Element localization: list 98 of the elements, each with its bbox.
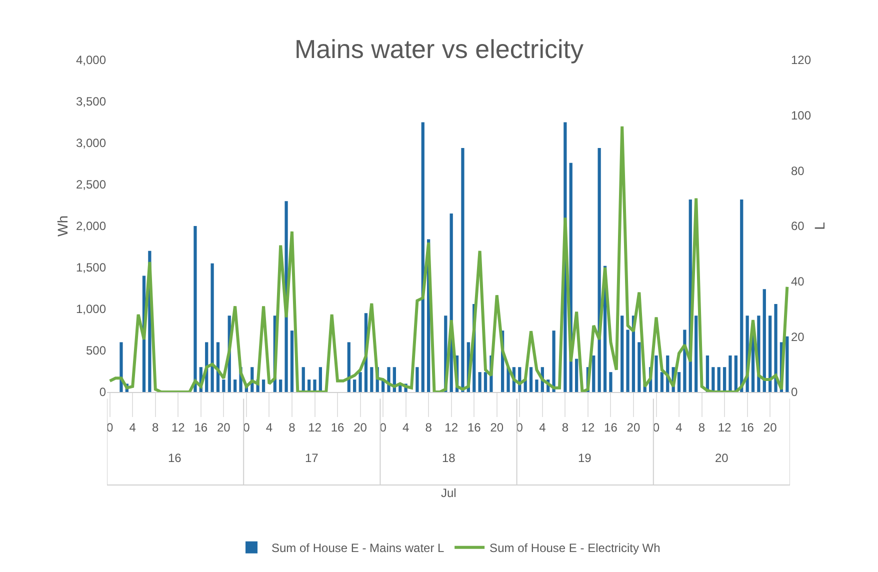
y2-tick-label: 80 — [791, 164, 805, 178]
x-tick-label: 12 — [581, 420, 595, 434]
y2-tick-label: 120 — [791, 53, 812, 68]
text: 19 — [578, 451, 592, 465]
bar — [222, 380, 226, 392]
bar — [712, 367, 715, 392]
y2-tick-label: 40 — [791, 274, 805, 289]
text: Jul — [441, 486, 456, 500]
y2-tick-label: 60 — [791, 219, 805, 234]
bar — [358, 372, 362, 392]
x-tick-label: 16 — [194, 420, 208, 434]
x-tick-label: 20 — [763, 420, 778, 434]
y-tick-label: 0 — [99, 385, 106, 400]
bar — [535, 380, 538, 392]
bar — [762, 289, 766, 392]
bar — [290, 330, 294, 392]
x-tick-label: 12 — [444, 420, 458, 434]
legend-label: Sum of House E - Mains water L — [272, 541, 445, 556]
x-tick-label: 16 — [467, 420, 482, 434]
bar — [575, 358, 578, 392]
x-tick-label: 8 — [698, 420, 706, 434]
bar — [722, 367, 726, 392]
bar — [478, 372, 482, 392]
bar — [740, 199, 744, 392]
bar — [774, 304, 778, 392]
bar — [347, 342, 350, 392]
text: 18 — [442, 451, 456, 465]
y2-axis-title: L — [812, 222, 828, 230]
x-tick-label: 16 — [604, 420, 618, 434]
bar — [768, 316, 772, 392]
bar — [620, 316, 624, 392]
x-tick-label: 8 — [425, 420, 432, 434]
x-tick-label: 0 — [516, 420, 524, 434]
bar — [318, 367, 322, 392]
text: 17 — [305, 451, 319, 465]
bar — [786, 336, 789, 392]
chart-title: Mains water vs electricity — [294, 34, 584, 64]
y2-tick-label: 0 — [791, 385, 798, 400]
x-tick-label: 4 — [129, 420, 136, 434]
bar — [262, 380, 266, 392]
y2-tick-label: 20 — [791, 330, 805, 344]
bar — [416, 367, 419, 392]
bar — [279, 380, 282, 392]
x-tick-label: 4 — [539, 420, 546, 434]
x-tick-label: 0 — [652, 420, 660, 434]
bar — [210, 263, 214, 392]
x-tick-label: 20 — [626, 420, 640, 434]
bar — [734, 355, 738, 392]
x-tick-label: 4 — [402, 420, 410, 434]
x-tick-label: 12 — [718, 420, 732, 434]
bar — [677, 372, 681, 392]
y-tick-label: 1,500 — [76, 260, 106, 275]
bar — [626, 330, 630, 392]
y2-tick-label: 100 — [791, 108, 812, 123]
x-tick-label: 4 — [676, 420, 683, 434]
bar — [461, 148, 464, 392]
x-tick-label: 20 — [490, 420, 504, 434]
legend-label: Sum of House E - Electricity Wh — [490, 541, 660, 556]
bar — [421, 122, 424, 392]
y-tick-label: 2,500 — [76, 178, 106, 192]
bar — [609, 372, 612, 392]
x-tick-label: 0 — [380, 420, 387, 434]
bar — [120, 342, 123, 392]
line-series — [108, 124, 789, 392]
x-tick-label: 12 — [308, 420, 322, 434]
x-tick-label: 8 — [288, 420, 296, 434]
bar — [728, 355, 732, 392]
bar — [194, 226, 197, 392]
bar — [370, 367, 374, 392]
text: 16 — [168, 451, 182, 465]
bar — [302, 367, 305, 392]
bar — [592, 355, 596, 392]
bar — [552, 330, 556, 392]
y-tick-label: 3,000 — [76, 136, 106, 150]
x-tick-label: 16 — [740, 420, 754, 434]
text: 20 — [715, 451, 729, 465]
y-tick-label: 500 — [86, 344, 106, 358]
bar — [717, 367, 720, 392]
bar — [654, 355, 658, 392]
x-tick-label: 12 — [171, 420, 186, 434]
bar — [234, 380, 237, 392]
x-tick-label: 20 — [217, 420, 231, 434]
x-tick-label: 8 — [152, 420, 160, 434]
bar — [529, 367, 533, 392]
bar — [484, 372, 488, 392]
bar — [353, 380, 356, 392]
bar — [694, 316, 698, 392]
bar — [638, 342, 641, 392]
x-tick-label: 16 — [330, 420, 345, 434]
bar — [660, 372, 664, 392]
x-tick-label: 8 — [562, 420, 569, 434]
y-axis-title: Wh — [54, 216, 71, 236]
y-tick-label: 3,500 — [76, 94, 106, 109]
y-tick-label: 4,000 — [76, 53, 106, 68]
y-tick-label: 2,000 — [76, 219, 106, 234]
x-tick-label: 4 — [266, 420, 273, 434]
x-tick-label: 20 — [354, 420, 368, 434]
y-tick-label: 1,000 — [76, 302, 106, 316]
